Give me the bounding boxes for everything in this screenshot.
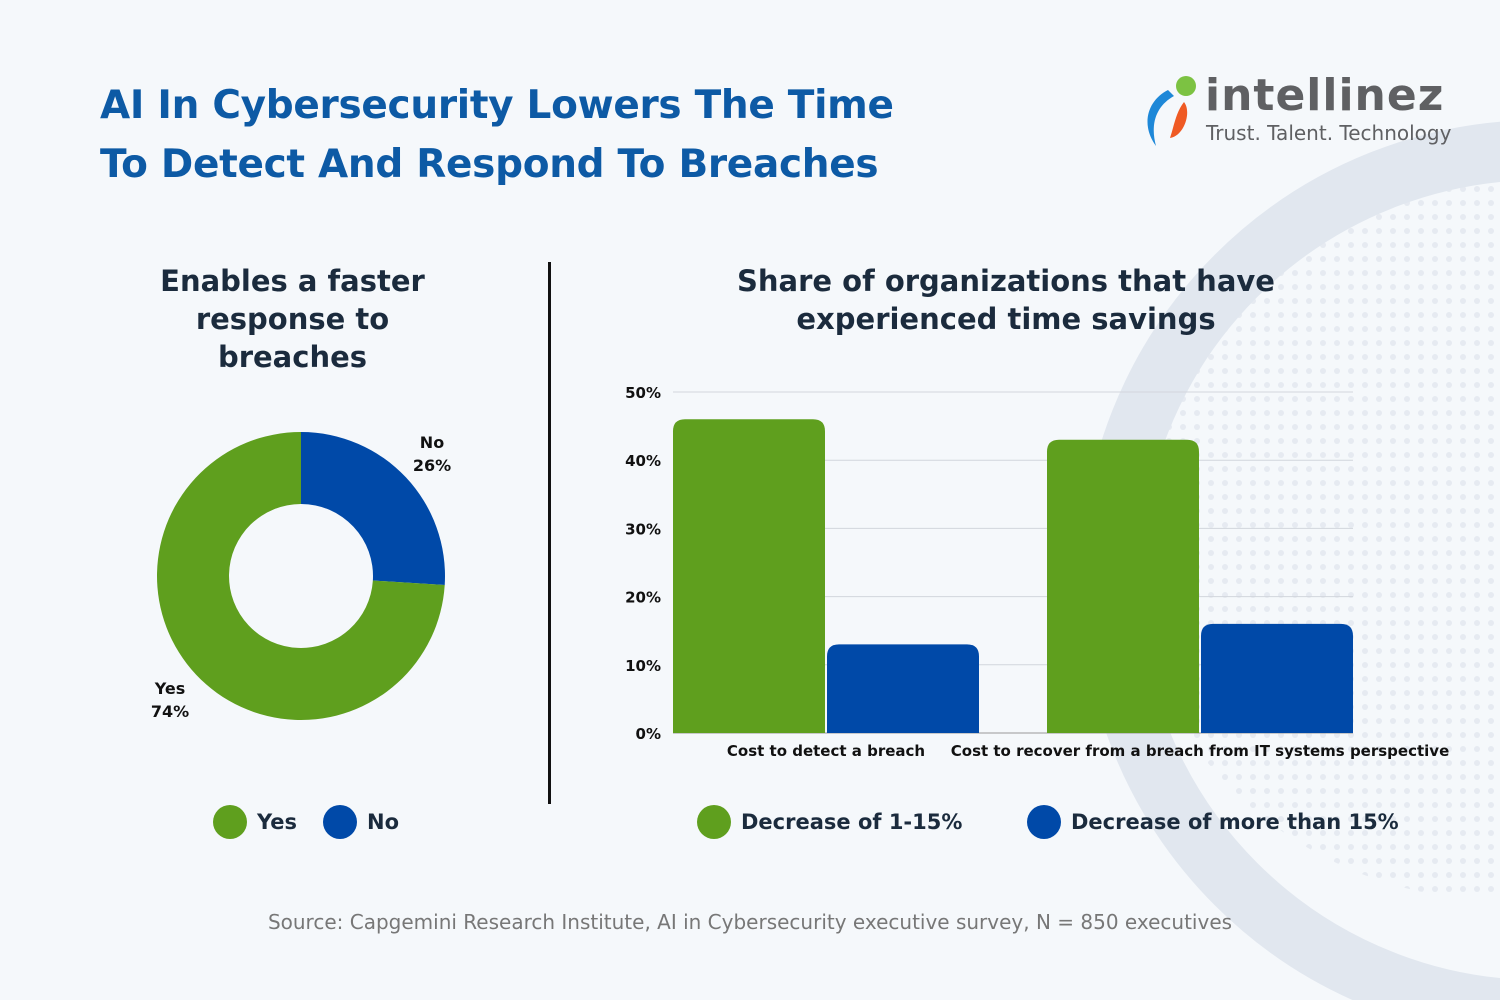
y-tick-label: 10% [625, 657, 661, 675]
donut-legend-no: No [323, 805, 399, 839]
legend-label: Decrease of more than 15% [1071, 810, 1399, 834]
divider [548, 262, 551, 804]
slice-label-text: Yes [154, 679, 186, 698]
donut-chart-title: Enables a faster response to breaches [120, 262, 465, 376]
donut-legend-yes: Yes [213, 805, 297, 839]
bar-2-series-2 [1201, 623, 1353, 733]
bar-chart: 0% 10% 20% 30% 40% 50% Cost to detect a breach… [625, 384, 1450, 760]
donut-slice-yes [157, 432, 445, 720]
y-tick-label: 30% [625, 520, 661, 538]
bar-chart-title: Share of organizations that have experie… [700, 262, 1312, 338]
legend-swatch-green [213, 805, 247, 839]
legend-swatch-green [697, 805, 731, 839]
donut-title-line: breaches [217, 340, 368, 374]
bar-2-series-1 [1047, 439, 1199, 733]
title-line-2: To Detect And Respond To Breaches [100, 142, 879, 187]
bar-title-line: Share of organizations that have [737, 264, 1275, 298]
donut-slice-no [301, 432, 445, 586]
y-tick-label: 0% [636, 725, 661, 743]
bar-legend-series-1: Decrease of 1-15% [697, 805, 962, 839]
logo-name: intellinez [1205, 70, 1445, 121]
donut-title-line: response to [195, 302, 390, 336]
y-tick-label: 20% [625, 589, 661, 607]
legend-label: No [367, 810, 400, 834]
legend-label: Yes [257, 810, 298, 834]
logo-tagline: Trust. Talent. Technology [1206, 121, 1452, 145]
slice-value-text: 26% [412, 456, 452, 475]
legend-label: Decrease of 1-15% [741, 810, 963, 834]
legend-swatch-blue [323, 805, 357, 839]
x-category-label: Cost to detect a breach [727, 742, 925, 760]
legend-swatch-blue [1027, 805, 1061, 839]
donut-chart [157, 432, 445, 720]
x-category-label: Cost to recover from a breach from IT sy… [951, 742, 1450, 760]
y-tick-label: 50% [625, 384, 661, 402]
bar-1-series-1 [673, 419, 825, 733]
slice-label-text: No [419, 433, 445, 452]
bar-title-line: experienced time savings [796, 302, 1216, 336]
slice-label-no: No 26% [400, 431, 464, 477]
bar-legend-series-2: Decrease of more than 15% [1027, 805, 1399, 839]
intellinez-logo [1147, 76, 1196, 146]
title-line-1: AI In Cybersecurity Lowers The Time [100, 83, 894, 128]
slice-value-text: 74% [150, 702, 190, 721]
source-note: Source: Capgemini Research Institute, AI… [267, 910, 1233, 934]
page-title: AI In Cybersecurity Lowers The Time To D… [100, 76, 894, 194]
slice-label-yes: Yes 74% [138, 677, 202, 723]
donut-title-line: Enables a faster [160, 264, 425, 298]
y-tick-label: 40% [625, 452, 661, 470]
bar-1-series-2 [827, 644, 979, 733]
